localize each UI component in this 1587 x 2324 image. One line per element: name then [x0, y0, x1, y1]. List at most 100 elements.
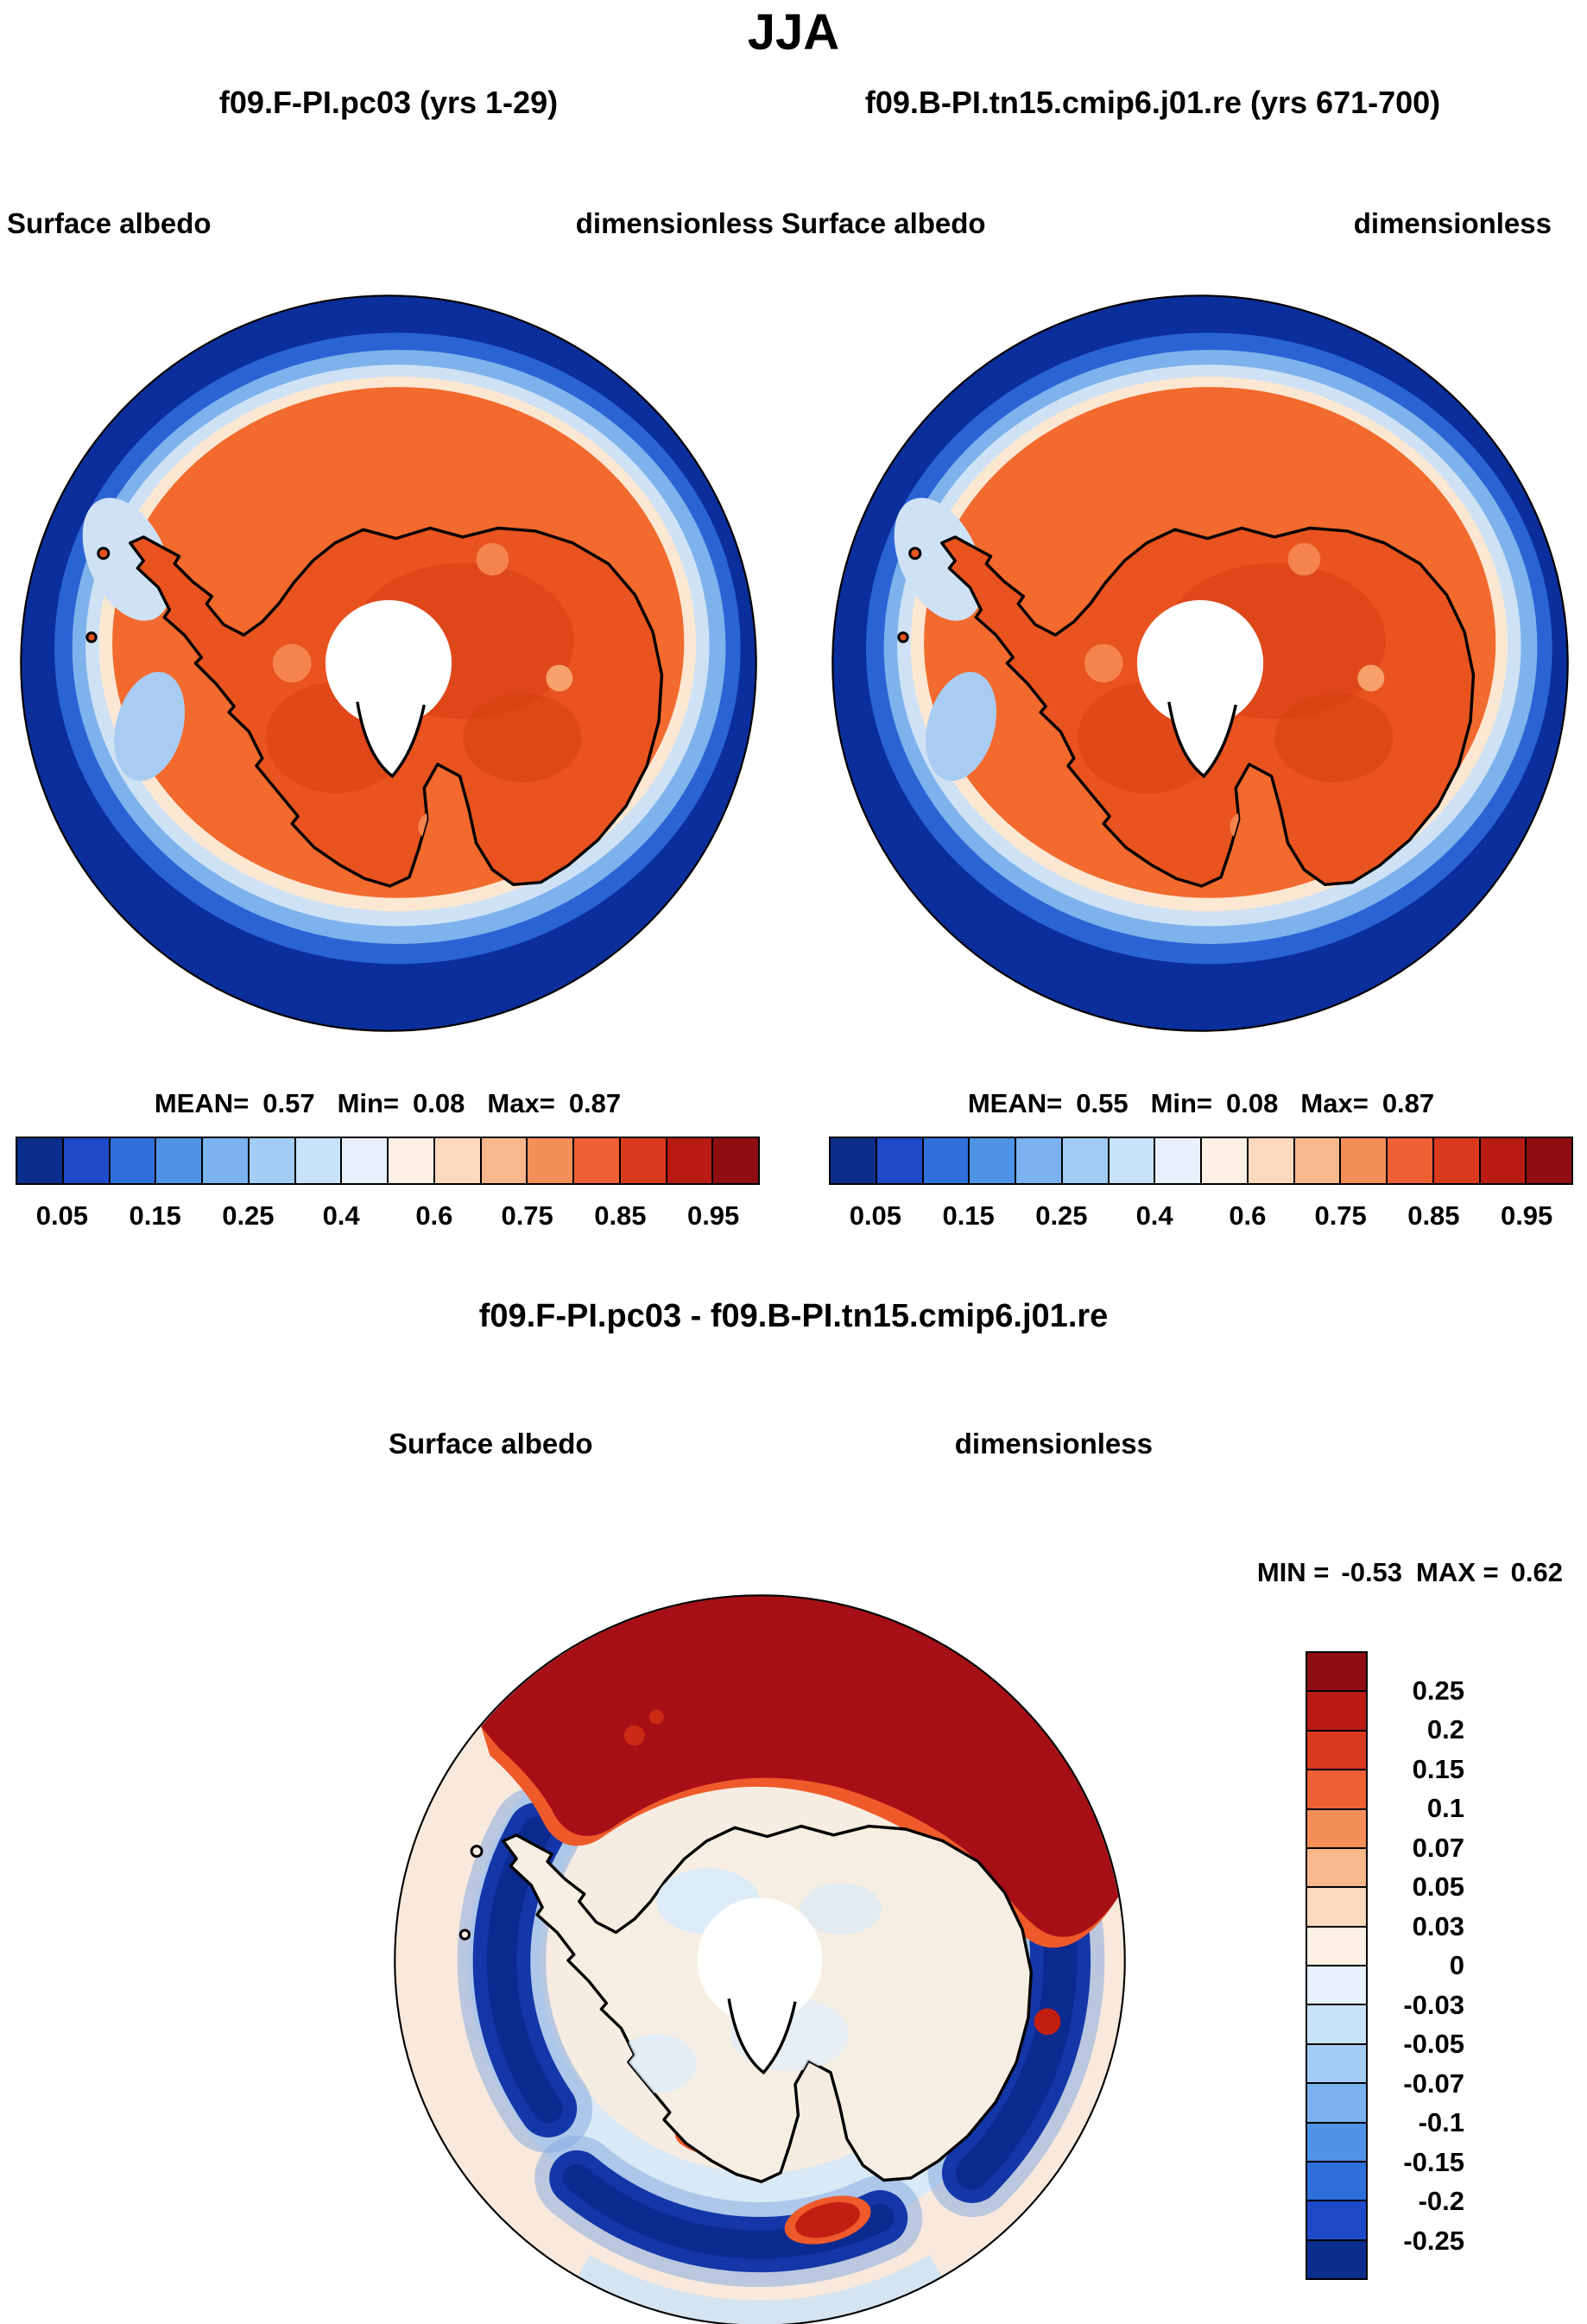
- colorbar-cell: [389, 1138, 435, 1183]
- colorbar-tick-label: 0.05: [1412, 1871, 1464, 1902]
- colorbar-tick-label: 0.25: [1035, 1200, 1088, 1231]
- panel-1-variable-label: Surface albedo: [7, 207, 212, 239]
- colorbar-tick-label: 0.4: [1135, 1200, 1173, 1231]
- albedo-colorbar-panel-1: [16, 1137, 760, 1185]
- colorbar-cell: [110, 1138, 157, 1183]
- colorbar-cell: [1307, 1888, 1366, 1928]
- colorbar-cell: [1155, 1138, 1202, 1183]
- colorbar-cell: [1248, 1138, 1295, 1183]
- colorbar-cell: [1202, 1138, 1249, 1183]
- season-title: JJA: [747, 4, 840, 60]
- difference-title: f09.F-PI.pc03 - f09.B-PI.tn15.cmip6.j01.…: [478, 1298, 1109, 1334]
- colorbar-tick-label: -0.25: [1403, 2225, 1464, 2256]
- difference-variable-label: Surface albedo: [389, 1428, 593, 1460]
- albedo-map-panel-2: [829, 292, 1571, 1035]
- difference-colorbar: [1306, 1651, 1368, 2280]
- colorbar-cell: [1307, 1966, 1366, 2006]
- colorbar-tick-label: -0.07: [1403, 2068, 1464, 2099]
- colorbar-tick-label: -0.15: [1403, 2146, 1464, 2177]
- panel-2-variable-label: Surface albedo: [781, 207, 986, 239]
- panel-1-axis-labels: Surface albedo dimensionless: [7, 207, 774, 240]
- mean-value: 0.55: [1076, 1088, 1129, 1118]
- colorbar-tick-label: 0.6: [415, 1200, 453, 1231]
- colorbar-cell: [1341, 1138, 1388, 1183]
- colorbar-cell: [876, 1138, 924, 1183]
- min-label: Min=: [1150, 1088, 1213, 1118]
- colorbar-cell: [156, 1138, 203, 1183]
- colorbar-cell: [713, 1138, 758, 1183]
- max-value: 0.87: [1382, 1088, 1435, 1118]
- colorbar-tick-label: 0.07: [1412, 1832, 1464, 1863]
- colorbar-cell: [620, 1138, 667, 1183]
- diff-min-label: MIN =: [1256, 1557, 1330, 1587]
- albedo-colorbar-panel-2: [829, 1137, 1573, 1185]
- min-label: Min=: [337, 1088, 400, 1118]
- colorbar-tick-label: 0: [1449, 1950, 1464, 1980]
- colorbar-cell: [1388, 1138, 1434, 1183]
- colorbar-cell: [1307, 2084, 1366, 2124]
- stats-line-panel-1: MEAN= 0.57 Min= 0.08 Max= 0.87: [16, 1088, 760, 1119]
- colorbar-tick-label: 0.2: [1426, 1714, 1464, 1745]
- colorbar-tick-label: -0.05: [1403, 2029, 1464, 2059]
- colorbar-cell: [1307, 1809, 1366, 1849]
- colorbar-tick-label: 0.15: [129, 1200, 181, 1231]
- difference-map: [391, 1592, 1129, 2324]
- max-label: Max=: [487, 1088, 555, 1118]
- colorbar-cell: [1433, 1138, 1481, 1183]
- difference-colorbar-ticks: 0.25 0.2 0.15 0.1 0.07 0.05 0.03 0 -0.03 -0.05 -0.…: [1378, 1651, 1464, 2280]
- colorbar-cell: [1109, 1138, 1156, 1183]
- colorbar-cell: [1307, 1927, 1366, 1966]
- colorbar-tick-label: 0.15: [1412, 1753, 1464, 1784]
- colorbar-cell: [1307, 2240, 1366, 2278]
- colorbar-cell: [1307, 2201, 1366, 2241]
- colorbar-tick-label: -0.03: [1403, 1989, 1464, 2020]
- colorbar-cell: [1307, 2044, 1366, 2085]
- colorbar-cell: [1307, 2123, 1366, 2163]
- difference-units-label: dimensionless: [954, 1428, 1153, 1460]
- colorbar-cell: [249, 1138, 296, 1183]
- albedo-colorbar-ticks-panel-2: 0.05 0.15 0.25 0.4 0.6 0.75 0.85 0.95: [829, 1200, 1573, 1235]
- panel-2-case-header: f09.B-PI.tn15.cmip6.j01.re (yrs 671-700): [864, 85, 1441, 120]
- colorbar-cell: [1527, 1138, 1571, 1183]
- colorbar-cell: [1307, 1848, 1366, 1889]
- max-label: Max=: [1300, 1088, 1369, 1118]
- mean-label: MEAN=: [967, 1088, 1063, 1118]
- colorbar-tick-label: 0.85: [1407, 1200, 1460, 1231]
- min-value: 0.08: [1226, 1088, 1279, 1118]
- colorbar-cell: [1307, 2005, 1366, 2045]
- colorbar-cell: [1480, 1138, 1527, 1183]
- colorbar-tick-label: 0.6: [1229, 1200, 1267, 1231]
- colorbar-cell: [481, 1138, 528, 1183]
- albedo-map-panel-1: [17, 292, 760, 1035]
- colorbar-cell: [295, 1138, 343, 1183]
- colorbar-tick-label: 0.05: [849, 1200, 902, 1231]
- difference-axis-labels: Surface albedo dimensionless: [389, 1428, 1153, 1460]
- colorbar-tick-label: 0.75: [1314, 1200, 1367, 1231]
- diff-max-label: MAX =: [1416, 1557, 1499, 1587]
- colorbar-tick-label: 0.4: [322, 1200, 360, 1231]
- colorbar-cell: [831, 1138, 877, 1183]
- colorbar-cell: [970, 1138, 1016, 1183]
- min-value: 0.08: [413, 1088, 465, 1118]
- colorbar-cell: [1307, 1731, 1366, 1771]
- colorbar-cell: [1294, 1138, 1342, 1183]
- colorbar-cell: [1307, 1770, 1366, 1810]
- colorbar-tick-label: 0.95: [1500, 1200, 1553, 1231]
- colorbar-tick-label: 0.15: [942, 1200, 995, 1231]
- colorbar-tick-label: -0.1: [1418, 2107, 1464, 2137]
- stats-line-panel-2: MEAN= 0.55 Min= 0.08 Max= 0.87: [829, 1088, 1573, 1119]
- colorbar-tick-label: -0.2: [1418, 2186, 1464, 2216]
- diff-max-value: 0.62: [1510, 1557, 1563, 1587]
- max-value: 0.87: [568, 1088, 622, 1118]
- difference-minmax-line: MIN = -0.53 MAX = 0.62: [1174, 1557, 1563, 1588]
- mean-value: 0.57: [262, 1088, 315, 1118]
- colorbar-cell: [667, 1138, 714, 1183]
- colorbar-cell: [1062, 1138, 1110, 1183]
- colorbar-cell: [17, 1138, 64, 1183]
- colorbar-tick-label: 0.85: [594, 1200, 647, 1231]
- colorbar-tick-label: 0.95: [686, 1200, 740, 1231]
- colorbar-cell: [63, 1138, 111, 1183]
- panel-1-case-header: f09.F-PI.pc03 (yrs 1-29): [218, 85, 559, 120]
- colorbar-cell: [1016, 1138, 1063, 1183]
